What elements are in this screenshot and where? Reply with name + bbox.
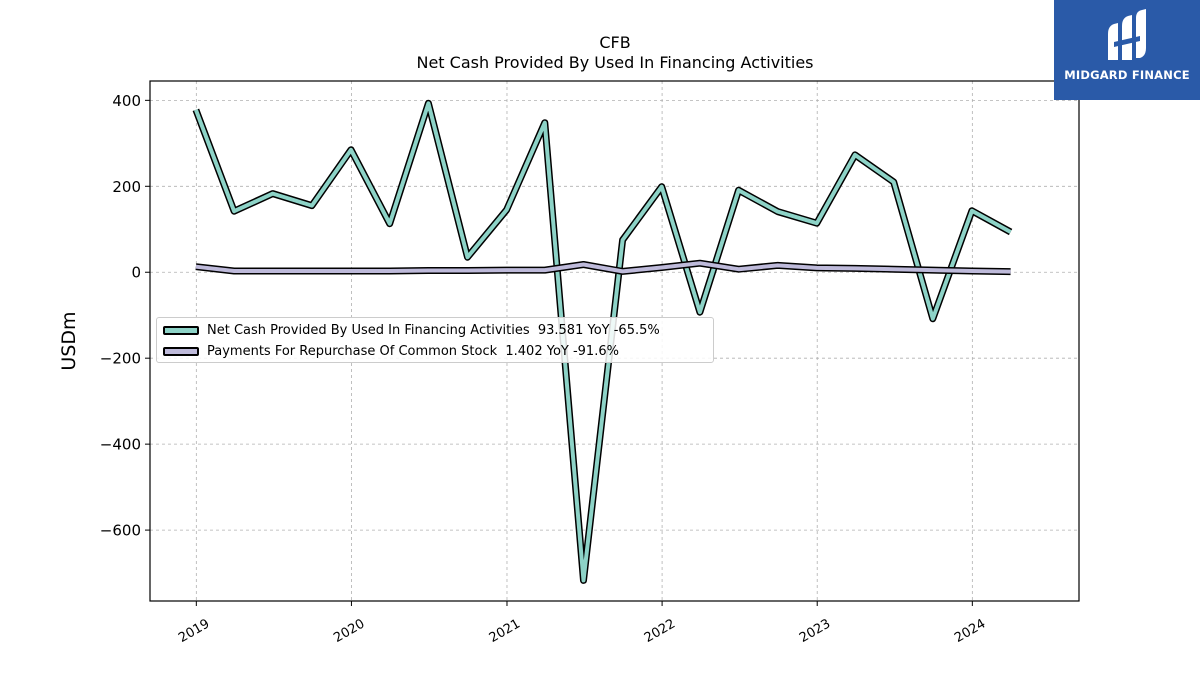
y-axis-label: USDm	[58, 311, 80, 370]
x-tick-label: 2020	[331, 616, 367, 646]
y-tick-label: −400	[100, 436, 141, 454]
y-tick-label: 400	[112, 92, 141, 110]
legend-label-repurchase: Payments For Repurchase Of Common Stock …	[207, 343, 619, 359]
legend-swatch-net-cash	[163, 325, 199, 335]
x-tick-label: 2021	[487, 616, 523, 646]
series-line-net-cash	[194, 101, 1012, 583]
legend: Net Cash Provided By Used In Financing A…	[156, 317, 714, 363]
y-tick-label: −600	[100, 522, 141, 540]
y-tick-label: 0	[131, 264, 141, 282]
y-axis: 400 200 0 −200 −400 −600	[100, 92, 150, 540]
x-tick-label: 2023	[797, 616, 833, 646]
y-tick-label: −200	[100, 350, 141, 368]
midgard-logo-icon	[1108, 9, 1146, 60]
y-tick-label: 200	[112, 178, 141, 196]
x-axis: 2019 2020 2021 2022 2023 2024	[176, 601, 988, 646]
x-tick-label: 2022	[642, 616, 678, 646]
legend-item-repurchase: Payments For Repurchase Of Common Stock …	[163, 343, 619, 359]
x-tick-label: 2024	[952, 616, 988, 646]
legend-label-net-cash: Net Cash Provided By Used In Financing A…	[207, 322, 660, 338]
series-lines	[192, 99, 1013, 584]
brand-logo: MIDGARD FINANCE	[1054, 0, 1200, 100]
legend-item-net-cash: Net Cash Provided By Used In Financing A…	[163, 322, 660, 338]
plot-frame	[149, 80, 1080, 602]
x-tick-label: 2019	[176, 616, 212, 646]
brand-name: MIDGARD FINANCE	[1064, 68, 1190, 82]
chart-title: CFB	[599, 33, 630, 52]
legend-swatch-repurchase	[163, 346, 199, 356]
chart-subtitle: Net Cash Provided By Used In Financing A…	[416, 53, 813, 72]
series-line-repurchase	[195, 261, 1011, 274]
